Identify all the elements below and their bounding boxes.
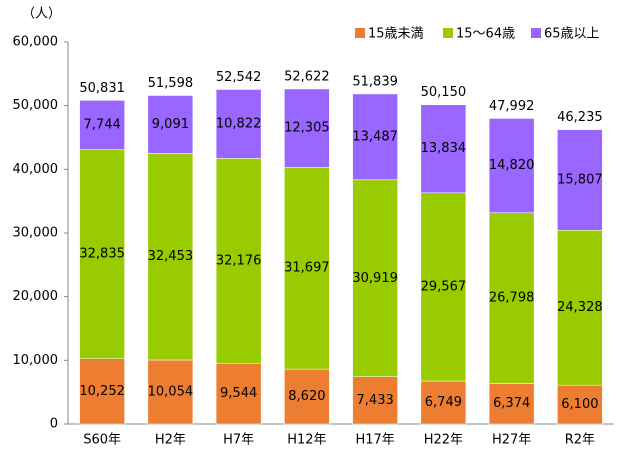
value-label: 10,252 (79, 384, 125, 399)
legend-swatch (355, 28, 365, 38)
y-tick-label: 20,000 (13, 289, 59, 304)
y-tick-label: 0 (50, 417, 58, 432)
x-tick-label: H27年 (492, 433, 531, 448)
bar-segment (352, 93, 398, 181)
x-tick-label: H7年 (223, 433, 254, 448)
total-label: 47,992 (489, 99, 535, 114)
y-tick-label: 60,000 (13, 35, 59, 50)
total-label: 51,839 (352, 74, 398, 89)
bar-segment (79, 358, 125, 425)
value-label: 7,433 (357, 393, 394, 408)
legend-label: 15歳未満 (368, 27, 424, 42)
value-label: 15,807 (557, 172, 603, 187)
x-tick-label: H12年 (287, 433, 326, 448)
legend-label: 15～64歳 (456, 27, 515, 42)
value-label: 29,567 (421, 279, 467, 294)
bar-segment (215, 89, 262, 159)
value-label: 10,054 (148, 384, 194, 399)
total-label: 52,542 (216, 70, 262, 85)
bar-segment (79, 100, 125, 150)
bar-segment (488, 212, 535, 384)
y-tick-label: 10,000 (13, 353, 59, 368)
bar-segment (352, 179, 398, 377)
value-label: 24,328 (557, 300, 603, 315)
bar-segment (79, 149, 125, 359)
bar-segment (557, 384, 603, 425)
value-label: 26,798 (489, 291, 535, 306)
value-label: 6,374 (493, 396, 530, 411)
legend-swatch (531, 28, 541, 38)
value-label: 30,919 (352, 271, 398, 286)
bar-segment (557, 230, 603, 386)
total-label: 51,598 (148, 76, 194, 91)
value-label: 32,453 (148, 249, 194, 264)
value-label: 14,820 (489, 158, 535, 173)
bar-segment (352, 376, 398, 425)
total-label: 50,150 (421, 85, 467, 100)
bar-segment (420, 380, 467, 425)
value-label: 12,305 (284, 121, 330, 136)
value-label: 9,544 (220, 386, 257, 401)
x-tick-label: H17年 (355, 433, 394, 448)
value-label: 6,100 (561, 397, 598, 412)
bar-segment (488, 383, 535, 425)
value-label: 31,697 (284, 261, 330, 276)
bar-segment (147, 153, 194, 361)
bar-segment (284, 88, 330, 168)
bar-segment (420, 192, 467, 382)
y-tick-label: 30,000 (13, 226, 59, 241)
bar-segment (147, 359, 194, 425)
bar-segment (284, 368, 330, 425)
value-label: 7,744 (84, 118, 121, 133)
value-label: 13,834 (421, 141, 467, 156)
value-label: 13,487 (352, 129, 398, 144)
y-tick-label: 50,000 (13, 98, 59, 113)
x-tick-label: S60年 (83, 433, 121, 448)
legend-label: 65歳以上 (544, 27, 600, 42)
total-label: 46,235 (557, 110, 603, 125)
bar-segment (557, 129, 603, 231)
value-label: 8,620 (288, 389, 325, 404)
value-label: 9,091 (152, 117, 189, 132)
value-label: 32,835 (79, 247, 125, 262)
bar-segment (488, 118, 535, 214)
total-label: 50,831 (79, 81, 125, 96)
x-tick-label: H22年 (424, 433, 463, 448)
bar-segment (147, 95, 194, 154)
x-tick-label: R2年 (565, 433, 595, 448)
y-tick-label: 40,000 (13, 162, 59, 177)
bar-segment (420, 104, 467, 194)
value-label: 10,822 (216, 116, 262, 131)
value-label: 32,176 (216, 253, 262, 268)
value-label: 6,749 (425, 395, 462, 410)
bar-segment (215, 158, 262, 364)
x-tick-label: H2年 (155, 433, 186, 448)
total-label: 52,622 (284, 69, 330, 84)
legend-swatch (443, 28, 453, 38)
y-unit-label: （人） (22, 7, 61, 22)
bar-segment (284, 167, 330, 370)
